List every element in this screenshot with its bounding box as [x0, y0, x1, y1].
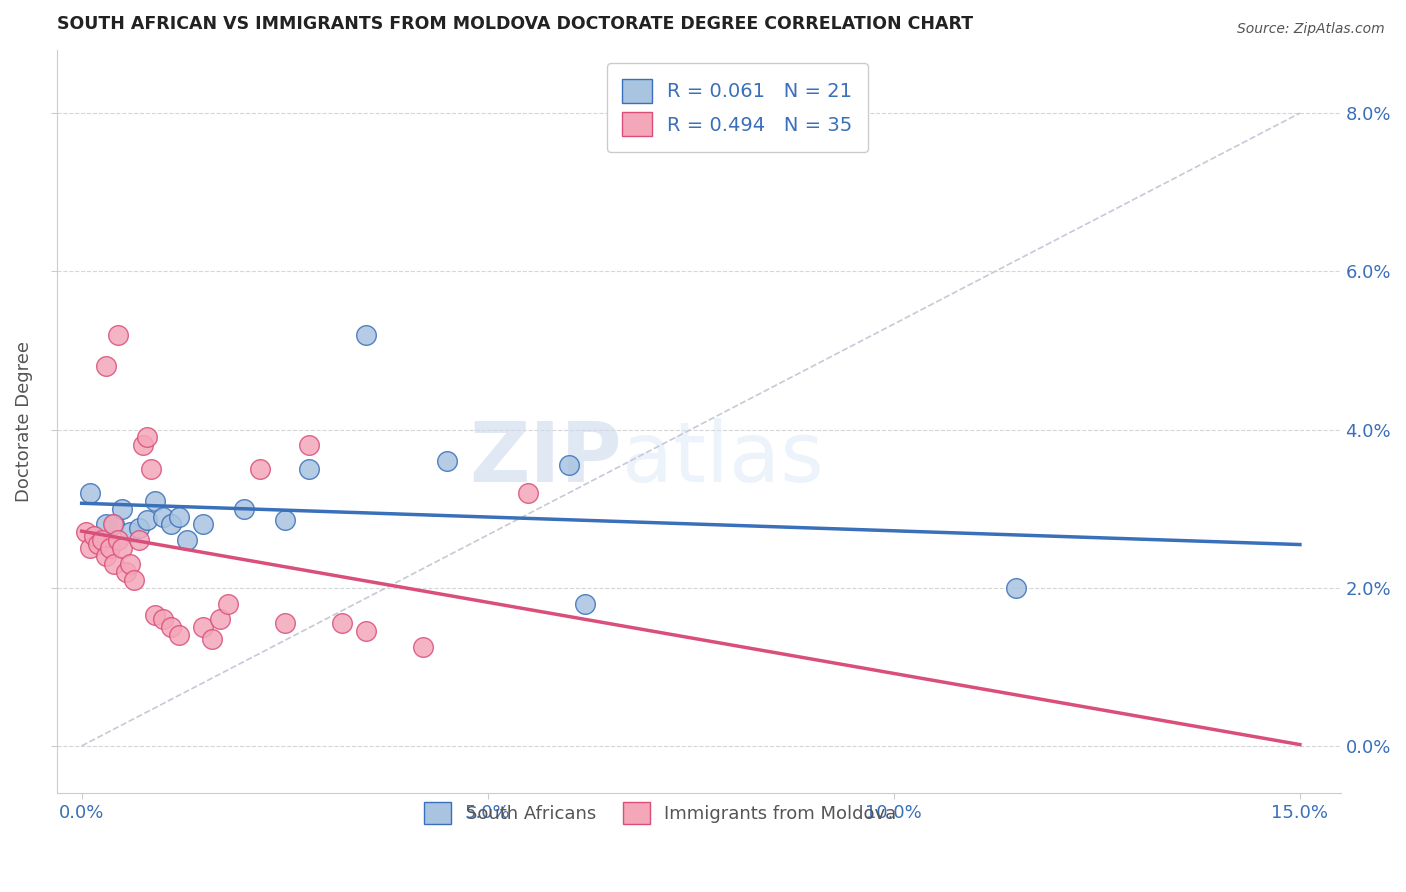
- Point: [75, 525, 97, 540]
- Point: [103, 557, 125, 571]
- Text: atlas: atlas: [621, 418, 824, 500]
- Point: [143, 608, 166, 623]
- Point: [120, 557, 142, 571]
- Point: [94, 549, 117, 563]
- Point: [152, 509, 174, 524]
- Point: [193, 620, 215, 634]
- Point: [436, 454, 458, 468]
- Point: [135, 430, 157, 444]
- Point: [354, 624, 377, 639]
- Point: [143, 493, 166, 508]
- Point: [160, 620, 183, 634]
- Point: [135, 513, 157, 527]
- Point: [167, 628, 190, 642]
- Point: [139, 462, 162, 476]
- Point: [128, 533, 150, 548]
- Point: [193, 517, 215, 532]
- Point: [111, 501, 134, 516]
- Point: [79, 485, 101, 500]
- Point: [330, 616, 353, 631]
- Point: [128, 521, 150, 535]
- Point: [298, 462, 321, 476]
- Point: [98, 541, 121, 556]
- Point: [94, 517, 117, 532]
- Point: [1004, 581, 1026, 595]
- Point: [87, 537, 110, 551]
- Point: [233, 501, 256, 516]
- Point: [94, 359, 117, 374]
- Point: [91, 533, 114, 548]
- Text: Source: ZipAtlas.com: Source: ZipAtlas.com: [1237, 22, 1385, 37]
- Point: [298, 438, 321, 452]
- Point: [115, 565, 138, 579]
- Point: [107, 533, 129, 548]
- Point: [152, 612, 174, 626]
- Point: [176, 533, 198, 548]
- Y-axis label: Doctorate Degree: Doctorate Degree: [15, 341, 32, 502]
- Point: [124, 573, 146, 587]
- Point: [201, 632, 224, 646]
- Point: [249, 462, 271, 476]
- Point: [107, 327, 129, 342]
- Point: [208, 612, 231, 626]
- Point: [574, 597, 596, 611]
- Point: [103, 517, 125, 532]
- Point: [131, 438, 153, 452]
- Point: [167, 509, 190, 524]
- Text: ZIP: ZIP: [470, 418, 621, 500]
- Point: [79, 541, 101, 556]
- Point: [160, 517, 183, 532]
- Legend: South Africans, Immigrants from Moldova: South Africans, Immigrants from Moldova: [412, 789, 910, 837]
- Point: [273, 513, 295, 527]
- Point: [273, 616, 295, 631]
- Point: [83, 529, 105, 543]
- Point: [101, 517, 124, 532]
- Point: [558, 458, 581, 472]
- Point: [217, 597, 239, 611]
- Text: SOUTH AFRICAN VS IMMIGRANTS FROM MOLDOVA DOCTORATE DEGREE CORRELATION CHART: SOUTH AFRICAN VS IMMIGRANTS FROM MOLDOVA…: [58, 15, 973, 33]
- Point: [517, 485, 540, 500]
- Point: [120, 525, 142, 540]
- Point: [354, 327, 377, 342]
- Point: [412, 640, 434, 654]
- Point: [111, 541, 134, 556]
